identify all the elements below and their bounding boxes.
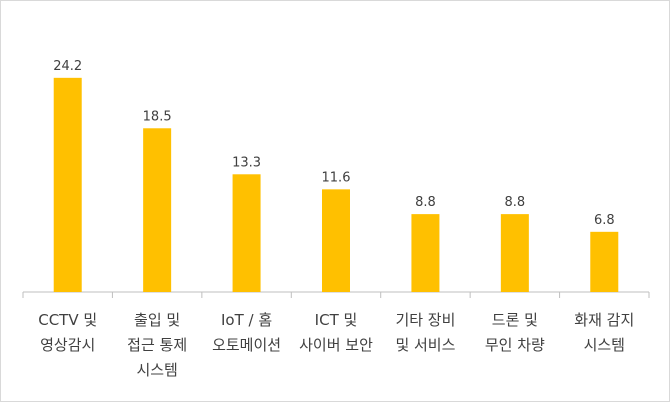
bar [590, 231, 619, 292]
data-label: 13.3 [232, 155, 261, 170]
category-label: 영상감시 [40, 336, 95, 354]
category-label: 화재 감지 [574, 311, 634, 329]
bar [500, 214, 529, 292]
category-label: 시스템 [136, 361, 177, 379]
data-label: 11.6 [322, 170, 351, 185]
category-label: 기타 장비 [395, 311, 455, 329]
bar [322, 189, 350, 292]
category-label: 무인 차량 [485, 336, 545, 354]
category-label: 오토메이션 [212, 336, 281, 354]
bar [232, 174, 261, 292]
data-label: 6.8 [594, 213, 615, 228]
data-label: 8.8 [415, 195, 436, 210]
category-label: 및 서비스 [395, 336, 455, 354]
category-label: 드론 및 [492, 311, 538, 329]
bar [411, 214, 440, 292]
bar [53, 77, 82, 292]
category-label: CCTV 및 [38, 311, 97, 329]
data-label: 8.8 [505, 195, 526, 210]
data-label: 18.5 [143, 109, 172, 124]
category-label: 사이버 보안 [299, 336, 373, 354]
category-label: IoT / 홈 [221, 311, 272, 329]
category-label: 접근 통제 [127, 336, 187, 354]
category-label: 시스템 [584, 336, 625, 354]
data-label: 24.2 [53, 59, 82, 74]
category-label: 출입 및 [134, 311, 180, 329]
bar [143, 128, 172, 292]
category-label: ICT 및 [315, 311, 358, 329]
